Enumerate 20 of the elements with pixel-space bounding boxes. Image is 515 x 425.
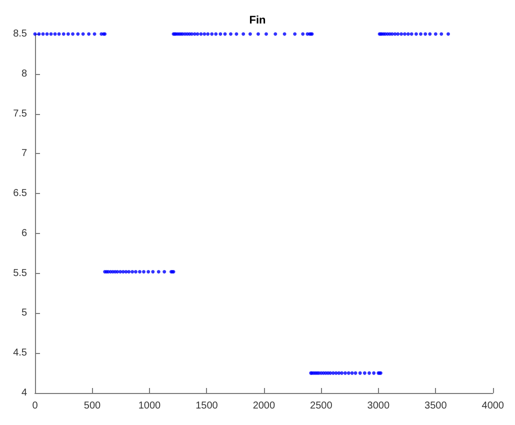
x-tick-label: 2000 (252, 400, 276, 412)
x-tick-label: 4000 (482, 400, 504, 412)
x-tick-label: 0 (32, 400, 38, 412)
y-tick-label: 5 (21, 308, 28, 319)
chart-title: Fin (249, 14, 266, 26)
y-tick-label: 5.5 (13, 268, 28, 279)
x-tick-label: 3000 (367, 400, 390, 412)
x-tick-label: 3500 (424, 400, 448, 412)
y-tick-label: 6 (21, 228, 28, 239)
y-tick-label: 8.5 (13, 28, 28, 40)
x-tick-label: 1000 (138, 400, 162, 412)
x-tick-label: 500 (84, 400, 102, 412)
y-tick-label: 6.5 (13, 188, 28, 200)
y-tick-label: 8 (21, 68, 28, 80)
y-tick-label: 7.5 (13, 108, 28, 120)
y-tick-label: 4 (21, 388, 28, 398)
x-tick-label: 2500 (310, 400, 333, 412)
y-tick-label: 7 (21, 148, 28, 160)
x-tick-label: 1500 (196, 400, 218, 412)
y-tick-label: 4.5 (13, 348, 28, 359)
